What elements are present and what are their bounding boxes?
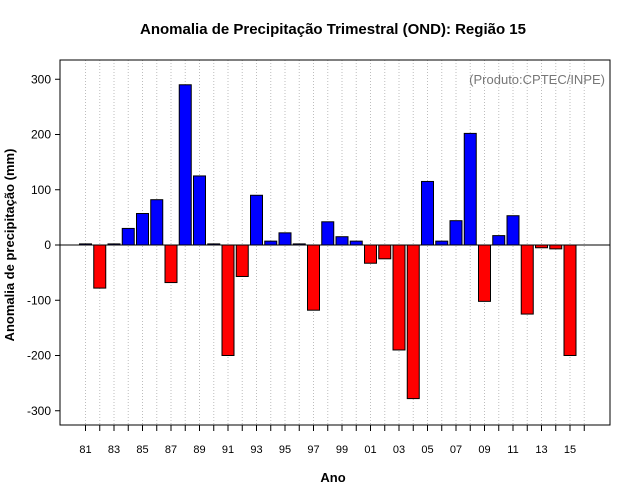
bar-1991 [221,244,235,356]
x-tick-label: 83 [108,444,120,456]
y-axis: -300 -200 -100 0 100 200 300 [27,72,60,418]
bar-1988 [178,84,192,246]
x-axis-label: Ano [320,470,345,485]
bar-1995 [278,232,292,246]
x-tick-label: 95 [279,444,291,456]
bar-2014 [549,244,563,250]
bar-1987 [164,244,178,284]
bar-1989 [193,175,206,246]
y-tick-label: 300 [31,72,51,86]
bar-2006 [435,240,449,246]
bar-2011 [506,215,520,246]
x-tick-label: 11 [507,444,518,456]
bar-1996 [292,243,306,246]
x-tick-label: 03 [393,444,405,456]
bar-1998 [321,221,335,246]
x-tick-label: 87 [165,444,177,456]
bar-2001 [364,244,377,264]
x-tick-label: 99 [336,444,348,456]
bar-1986 [150,199,164,246]
bar-2009 [478,244,491,302]
x-tick-label: 81 [79,444,91,456]
x-tick-label: 93 [250,444,262,456]
y-tick-label: -300 [27,404,51,418]
bar-2002 [378,244,392,260]
bar-1997 [307,244,320,311]
bar-1994 [264,240,278,246]
y-tick-label: 0 [44,238,51,252]
bar-2000 [349,240,363,246]
bar-1983 [107,243,121,246]
bar-2004 [406,244,420,400]
bar-2010 [492,235,506,246]
bar-1984 [121,227,135,246]
bar-2007 [449,220,463,246]
bar-1993 [250,194,263,246]
grid-lines [85,60,585,425]
x-tick-label: 89 [193,444,205,456]
source-note: (Produto:CPTEC/INPE) [469,72,605,87]
x-tick-label: 07 [450,444,462,456]
bar-2008 [463,132,477,246]
bar-2012 [520,244,534,315]
y-tick-label: 200 [31,128,51,142]
x-tick-label: 85 [136,444,148,456]
x-tick-label: 13 [535,444,547,456]
bar-2003 [392,244,406,351]
y-tick-label: 100 [31,183,51,197]
chart-title: Anomalia de Precipitação Trimestral (OND… [140,21,526,38]
x-tick-label: 97 [307,444,319,456]
bar-2005 [421,180,434,246]
bars [79,84,577,400]
bar-1999 [335,236,349,246]
y-axis-label: Anomalia de precipitação (mm) [2,149,17,342]
y-tick-label: -100 [27,293,51,307]
x-tick-label: 01 [364,444,376,456]
bar-1990 [207,243,221,246]
bar-1992 [235,244,249,277]
x-tick-label: 09 [478,444,490,456]
bar-1982 [93,244,107,289]
bar-2015 [563,244,577,356]
plot-frame [59,59,611,426]
bar-1985 [136,213,149,246]
x-tick-label: 15 [564,444,576,456]
x-axis: 81 83 85 87 89 91 93 95 97 99 01 03 05 07 09 11 13 15 [79,425,585,456]
bar-2013 [535,244,548,249]
y-tick-label: -200 [27,349,51,363]
x-tick-label: 05 [421,444,433,456]
bar-1981 [79,243,92,246]
x-tick-label: 91 [222,444,234,456]
